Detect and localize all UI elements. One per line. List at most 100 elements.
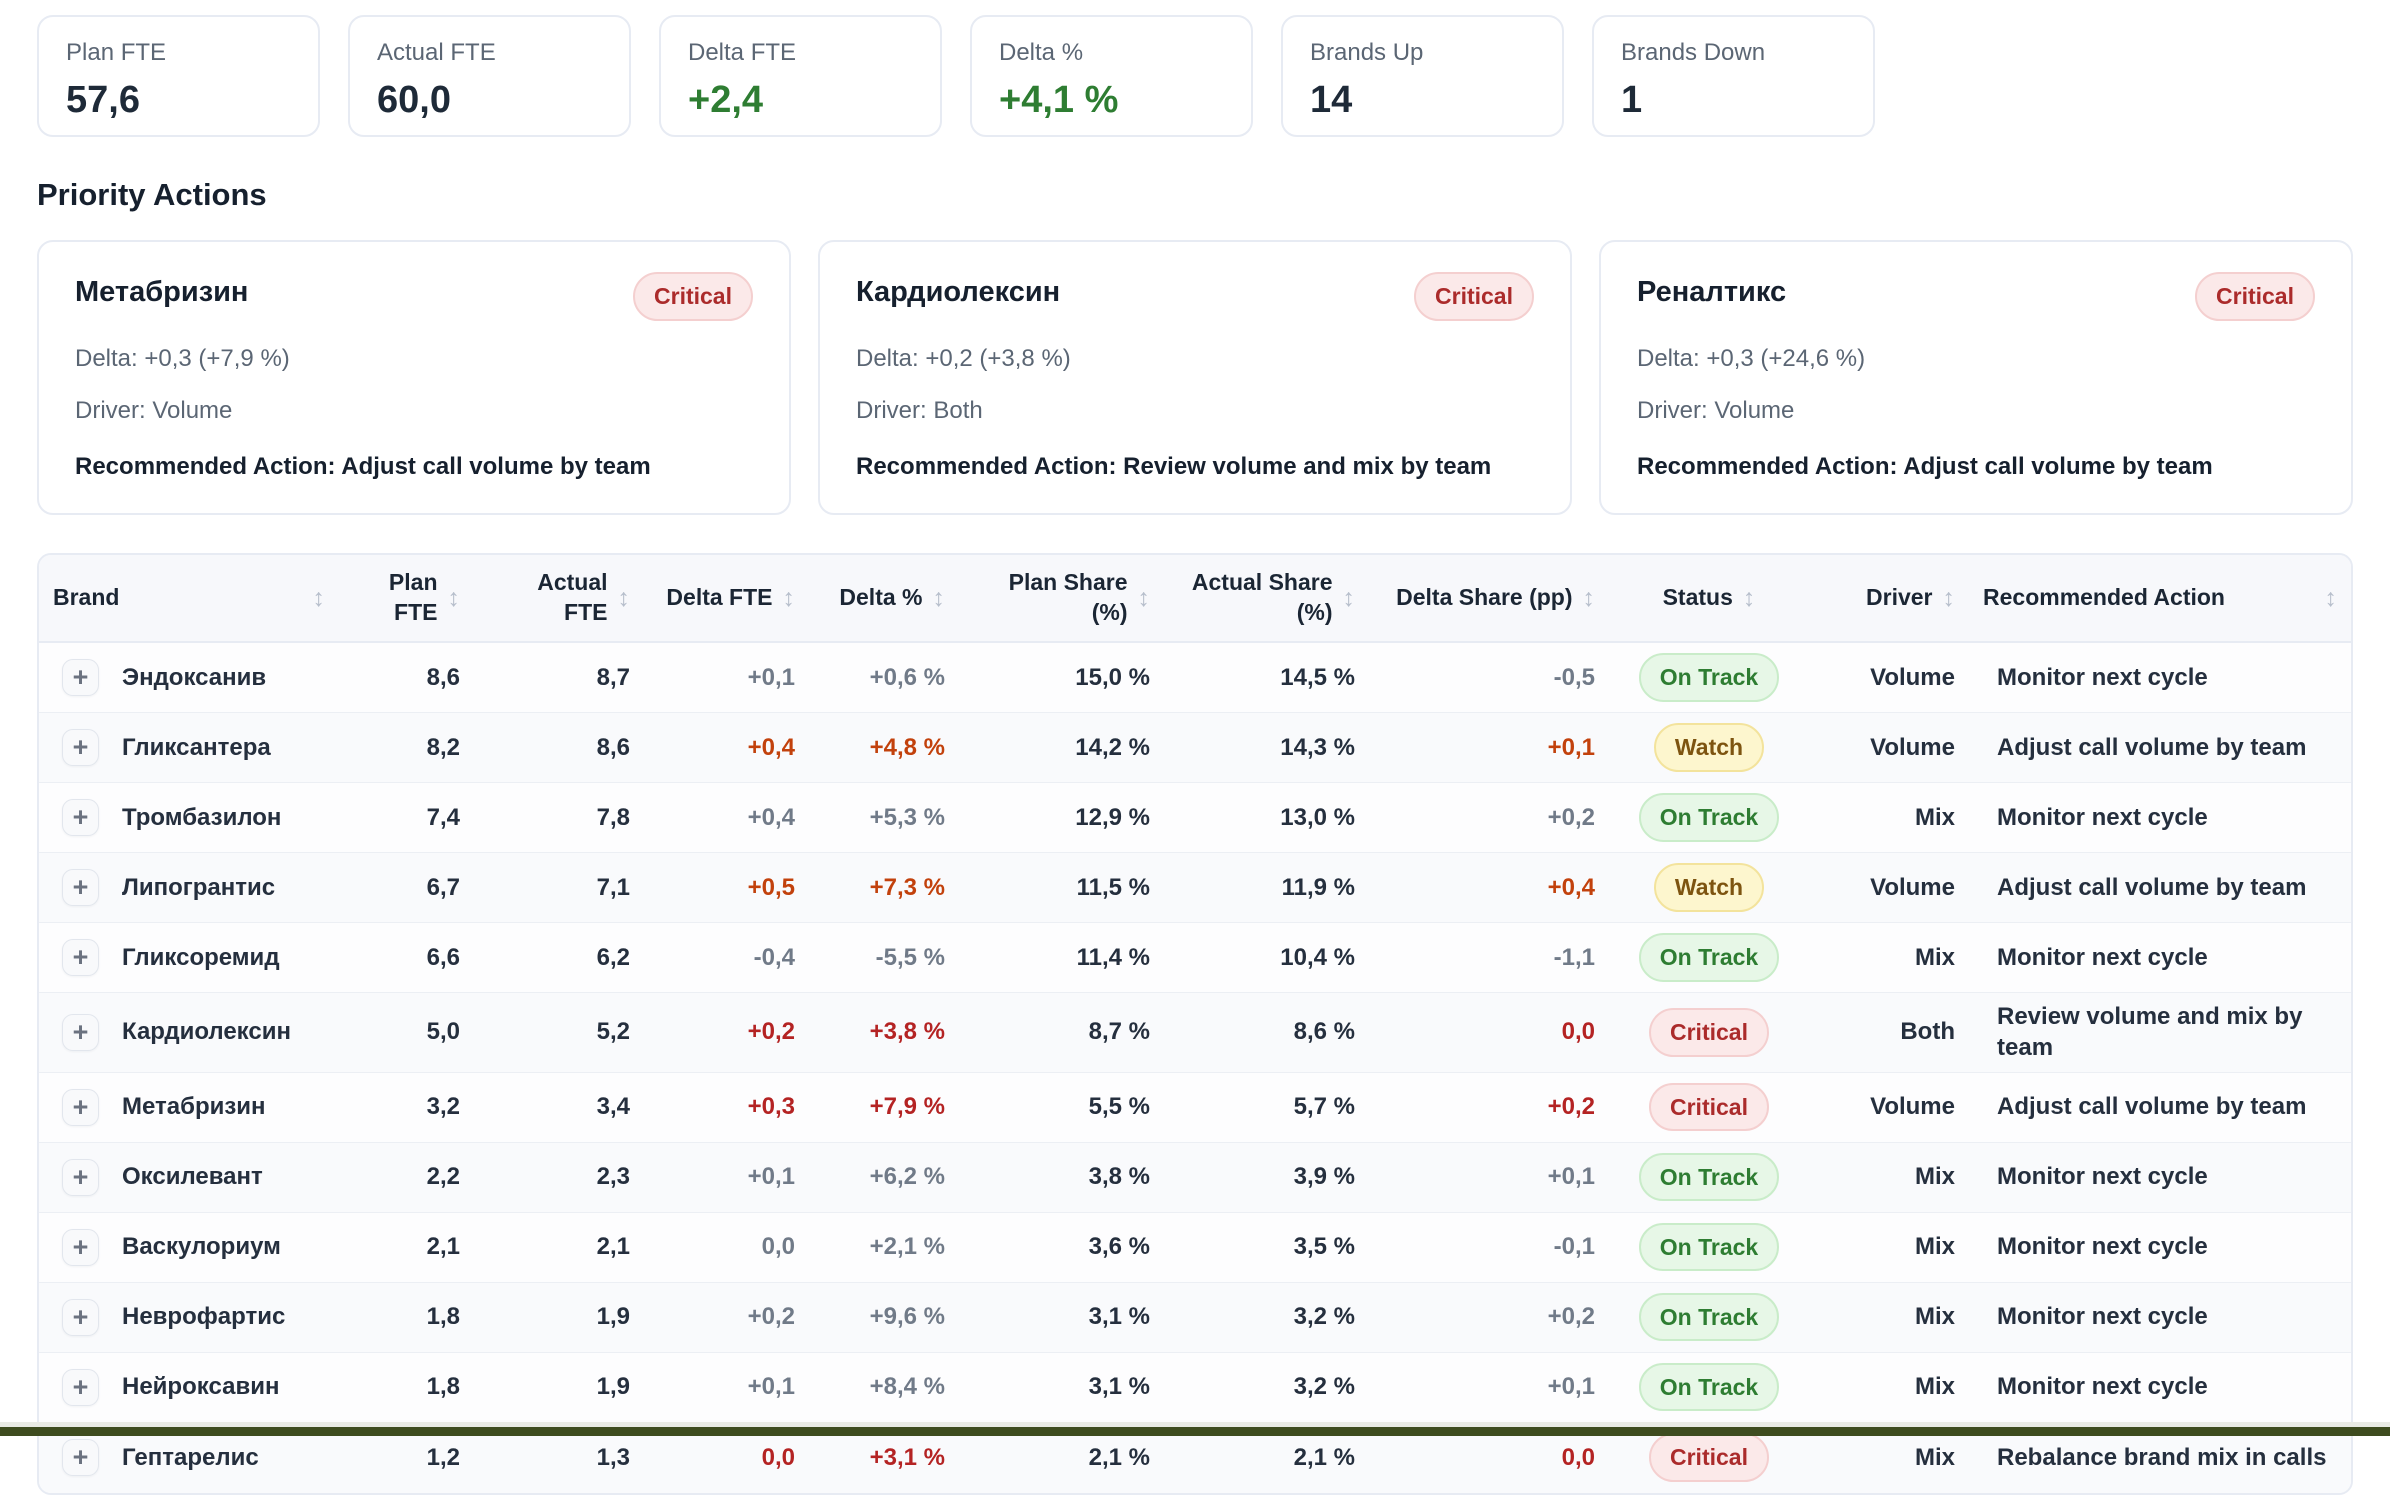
cell-status: On Track <box>1609 925 1809 990</box>
column-header-label: Driver <box>1866 583 1932 613</box>
expand-row-button[interactable]: + <box>62 1369 99 1406</box>
sort-arrows-icon[interactable]: ↕ <box>1743 582 1756 615</box>
cell-actual-fte: 3,4 <box>474 1085 644 1129</box>
status-badge: Watch <box>1654 863 1764 912</box>
brand-name: Гликсоремид <box>122 944 280 972</box>
window-edge-bar <box>0 1422 2390 1436</box>
cell-brand: + Эндоксанив <box>39 651 339 704</box>
cell-plan-fte: 7,4 <box>339 796 474 840</box>
cell-plan-share: 12,9 % <box>959 796 1164 840</box>
cell-actual-share: 13,0 % <box>1164 796 1369 840</box>
sort-arrows-icon[interactable]: ↕ <box>448 582 461 615</box>
brand-name: Эндоксанив <box>122 664 266 692</box>
column-header-delta[interactable]: Delta % ↕ <box>809 582 959 615</box>
cell-brand: + Васкулориум <box>39 1221 339 1274</box>
expand-row-button[interactable]: + <box>62 1439 99 1476</box>
column-header-actual-share[interactable]: Actual Share (%) ↕ <box>1164 568 1369 628</box>
expand-row-button[interactable]: + <box>62 1159 99 1196</box>
status-badge: On Track <box>1639 653 1779 702</box>
expand-row-button[interactable]: + <box>62 1014 99 1051</box>
kpi-card-actual-fte: Actual FTE 60,0 <box>348 15 631 137</box>
column-header-label: Plan Share (%) <box>973 568 1128 628</box>
cell-delta-fte: +0,3 <box>644 1085 809 1129</box>
table-row: + Тромбазилон 7,4 7,8 +0,4 +5,3 % 12,9 %… <box>39 783 2351 853</box>
column-header-delta-fte[interactable]: Delta FTE ↕ <box>644 582 809 615</box>
expand-row-button[interactable]: + <box>62 729 99 766</box>
cell-recommended-action: Monitor next cycle <box>1969 1363 2351 1410</box>
cell-recommended-action: Review volume and mix by team <box>1969 993 2351 1071</box>
column-header-brand[interactable]: Brand ↕ <box>39 582 339 615</box>
sort-arrows-icon[interactable]: ↕ <box>933 582 946 615</box>
sort-arrows-icon[interactable]: ↕ <box>618 582 631 615</box>
expand-row-button[interactable]: + <box>62 799 99 836</box>
table-row: + Кардиолексин 5,0 5,2 +0,2 +3,8 % 8,7 %… <box>39 993 2351 1072</box>
column-header-driver[interactable]: Driver ↕ <box>1809 582 1969 615</box>
cell-actual-share: 3,9 % <box>1164 1155 1369 1199</box>
cell-delta-fte: 0,0 <box>644 1225 809 1269</box>
priority-card-brand: Кардиолексин <box>856 272 1060 309</box>
cell-plan-fte: 6,7 <box>339 866 474 910</box>
cell-brand: + Гептарелис <box>39 1431 339 1484</box>
column-header-recommended-action[interactable]: Recommended Action ↕ <box>1969 582 2351 615</box>
column-header-label: Actual FTE <box>488 568 608 628</box>
status-badge: Critical <box>1414 272 1534 321</box>
column-header-label: Brand <box>53 583 119 613</box>
sort-arrows-icon[interactable]: ↕ <box>1138 582 1151 615</box>
sort-arrows-icon[interactable]: ↕ <box>783 582 796 615</box>
brand-name: Гептарелис <box>122 1444 259 1472</box>
cell-actual-fte: 8,7 <box>474 656 644 700</box>
cell-recommended-action: Monitor next cycle <box>1969 1153 2351 1200</box>
priority-card-delta: Delta: +0,3 (+24,6 %) <box>1637 345 2315 373</box>
priority-actions-title: Priority Actions <box>37 177 2353 213</box>
kpi-card-brands-up: Brands Up 14 <box>1281 15 1564 137</box>
cell-actual-share: 3,2 % <box>1164 1295 1369 1339</box>
cell-delta-pct: +9,6 % <box>809 1295 959 1339</box>
sort-arrows-icon[interactable]: ↕ <box>2325 582 2338 615</box>
column-header-label: Status <box>1663 583 1733 613</box>
column-header-plan-share[interactable]: Plan Share (%) ↕ <box>959 568 1164 628</box>
cell-status: On Track <box>1609 1215 1809 1280</box>
column-header-status[interactable]: Status ↕ <box>1609 582 1809 615</box>
cell-actual-share: 5,7 % <box>1164 1085 1369 1129</box>
cell-status: On Track <box>1609 785 1809 850</box>
sort-arrows-icon[interactable]: ↕ <box>1583 582 1596 615</box>
cell-actual-share: 8,6 % <box>1164 1010 1369 1054</box>
sort-arrows-icon[interactable]: ↕ <box>1943 582 1956 615</box>
cell-status: Critical <box>1609 1075 1809 1140</box>
expand-row-button[interactable]: + <box>62 869 99 906</box>
expand-row-button[interactable]: + <box>62 1299 99 1336</box>
cell-status: On Track <box>1609 645 1809 710</box>
expand-row-button[interactable]: + <box>62 1089 99 1126</box>
cell-driver: Mix <box>1809 1365 1969 1409</box>
priority-actions-row: Метабризин Critical Delta: +0,3 (+7,9 %)… <box>37 240 2353 515</box>
kpi-card-brands-down: Brands Down 1 <box>1592 15 1875 137</box>
cell-delta-fte: +0,2 <box>644 1010 809 1054</box>
cell-recommended-action: Rebalance brand mix in calls <box>1969 1434 2351 1481</box>
cell-actual-share: 2,1 % <box>1164 1436 1369 1480</box>
expand-row-button[interactable]: + <box>62 659 99 696</box>
cell-delta-fte: +0,4 <box>644 726 809 770</box>
cell-delta-share: +0,1 <box>1369 726 1609 770</box>
table-row: + Эндоксанив 8,6 8,7 +0,1 +0,6 % 15,0 % … <box>39 643 2351 713</box>
cell-actual-fte: 1,9 <box>474 1295 644 1339</box>
cell-recommended-action: Monitor next cycle <box>1969 1293 2351 1340</box>
sort-arrows-icon[interactable]: ↕ <box>1343 582 1356 615</box>
cell-actual-fte: 1,9 <box>474 1365 644 1409</box>
expand-row-button[interactable]: + <box>62 939 99 976</box>
column-header-delta-share-pp[interactable]: Delta Share (pp) ↕ <box>1369 582 1609 615</box>
column-header-actual-fte[interactable]: Actual FTE ↕ <box>474 568 644 628</box>
priority-card-delta: Delta: +0,2 (+3,8 %) <box>856 345 1534 373</box>
status-badge: Critical <box>633 272 753 321</box>
cell-plan-share: 11,5 % <box>959 866 1164 910</box>
cell-actual-fte: 2,1 <box>474 1225 644 1269</box>
cell-actual-fte: 7,1 <box>474 866 644 910</box>
expand-row-button[interactable]: + <box>62 1229 99 1266</box>
column-header-plan-fte[interactable]: Plan FTE ↕ <box>339 568 474 628</box>
column-header-label: Delta % <box>839 583 922 613</box>
sort-arrows-icon[interactable]: ↕ <box>313 582 326 615</box>
cell-status: Watch <box>1609 855 1809 920</box>
brand-name: Васкулориум <box>122 1233 281 1261</box>
kpi-card-delta-fte: Delta FTE +2,4 <box>659 15 942 137</box>
column-header-label: Plan FTE <box>353 568 438 628</box>
cell-plan-share: 14,2 % <box>959 726 1164 770</box>
